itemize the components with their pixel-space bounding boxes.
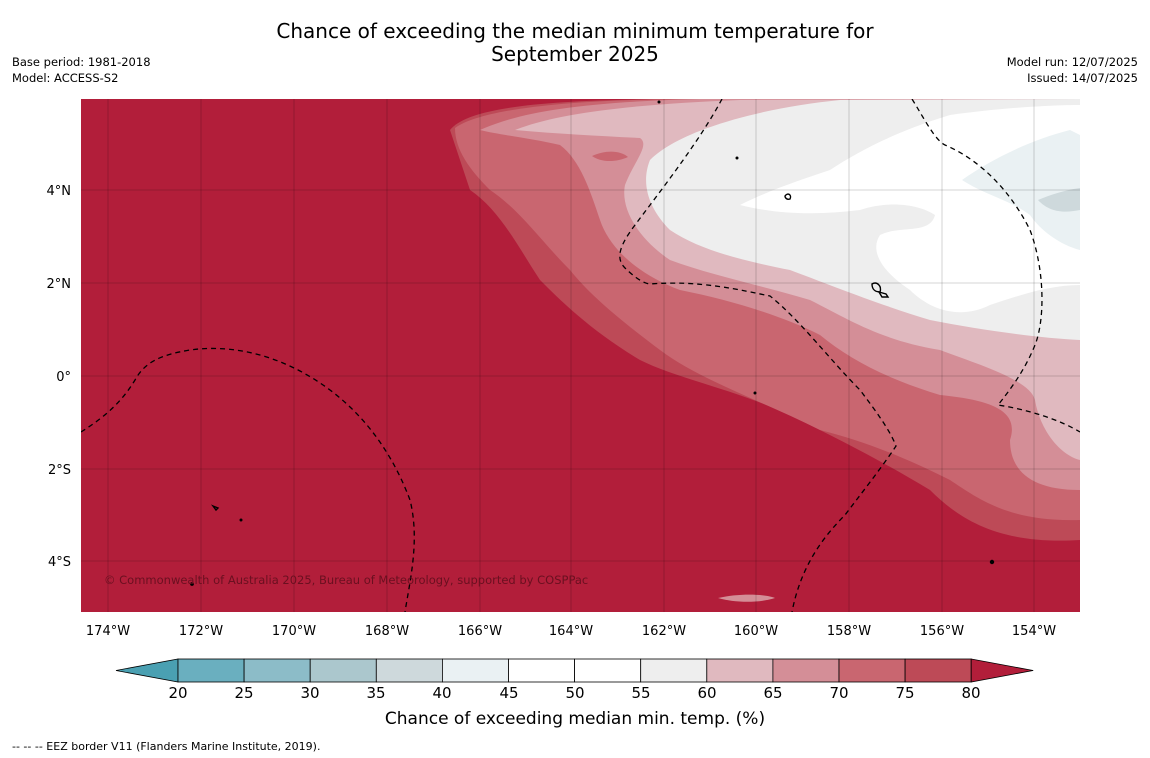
colorbar-tick: 35 xyxy=(366,684,386,702)
colorbar-segment xyxy=(904,658,972,683)
colorbar-tick: 80 xyxy=(961,684,981,702)
colorbar-tick: 55 xyxy=(631,684,651,702)
colorbar-segment xyxy=(772,658,840,683)
eez-legend-note: -- -- -- EEZ border V11 (Flanders Marine… xyxy=(12,740,321,753)
colorbar-tick: 30 xyxy=(300,684,320,702)
colorbar-tick: 45 xyxy=(499,684,519,702)
copyright-notice: © Commonwealth of Australia 2025, Bureau… xyxy=(104,573,588,587)
colorbar-tick: 65 xyxy=(763,684,783,702)
lon-tick: 170°W xyxy=(272,624,316,639)
colorbar-label: Chance of exceeding median min. temp. (%… xyxy=(384,709,766,729)
map-title-line2: September 2025 xyxy=(491,42,659,66)
lon-tick: 172°W xyxy=(179,624,223,639)
lat-tick: 2°N xyxy=(47,277,72,292)
lon-tick: 164°W xyxy=(549,624,593,639)
lat-tick: 4°S xyxy=(48,555,71,570)
probability-field xyxy=(81,99,1080,612)
lon-tick: 166°W xyxy=(458,624,502,639)
colorbar-extend-high xyxy=(970,658,1034,683)
colorbar-tick: 25 xyxy=(234,684,254,702)
model-run: Model run: 12/07/2025 xyxy=(1006,55,1138,69)
issued-date: Issued: 14/07/2025 xyxy=(1027,71,1138,85)
lon-tick: 156°W xyxy=(920,624,964,639)
colorbar-tick: 20 xyxy=(168,684,188,702)
islands xyxy=(190,100,995,586)
colorbar-segment xyxy=(177,658,245,683)
colorbar-segment xyxy=(838,658,906,683)
colorbar-segment xyxy=(309,658,377,683)
colorbar-extend-low xyxy=(115,658,179,683)
colorbar-segment xyxy=(706,658,774,683)
lon-tick: 174°W xyxy=(86,624,130,639)
colorbar-segment xyxy=(375,658,443,683)
map-title-line1: Chance of exceeding the median minimum t… xyxy=(276,19,874,43)
lat-tick: 0° xyxy=(56,370,71,385)
colorbar-segment xyxy=(508,658,575,683)
colorbar-tick: 40 xyxy=(432,684,452,702)
colorbar-tick: 70 xyxy=(829,684,849,702)
colorbar-segment xyxy=(243,658,311,683)
lat-tick: 2°S xyxy=(48,463,71,478)
lat-tick: 4°N xyxy=(47,184,72,199)
colorbar-segment xyxy=(441,658,509,683)
model-name: Model: ACCESS-S2 xyxy=(12,71,119,85)
base-period: Base period: 1981-2018 xyxy=(12,55,151,69)
colorbar xyxy=(115,658,1034,683)
colorbar-tick: 75 xyxy=(895,684,915,702)
colorbar-tick: 60 xyxy=(697,684,717,702)
lon-tick: 154°W xyxy=(1012,624,1056,639)
lon-tick: 168°W xyxy=(365,624,409,639)
colorbar-segment xyxy=(574,658,642,683)
eez-border xyxy=(81,99,1080,612)
colorbar-segment xyxy=(640,658,708,683)
lon-tick: 158°W xyxy=(827,624,871,639)
lon-tick: 162°W xyxy=(642,624,686,639)
lon-tick: 160°W xyxy=(734,624,778,639)
colorbar-tick: 50 xyxy=(565,684,585,702)
